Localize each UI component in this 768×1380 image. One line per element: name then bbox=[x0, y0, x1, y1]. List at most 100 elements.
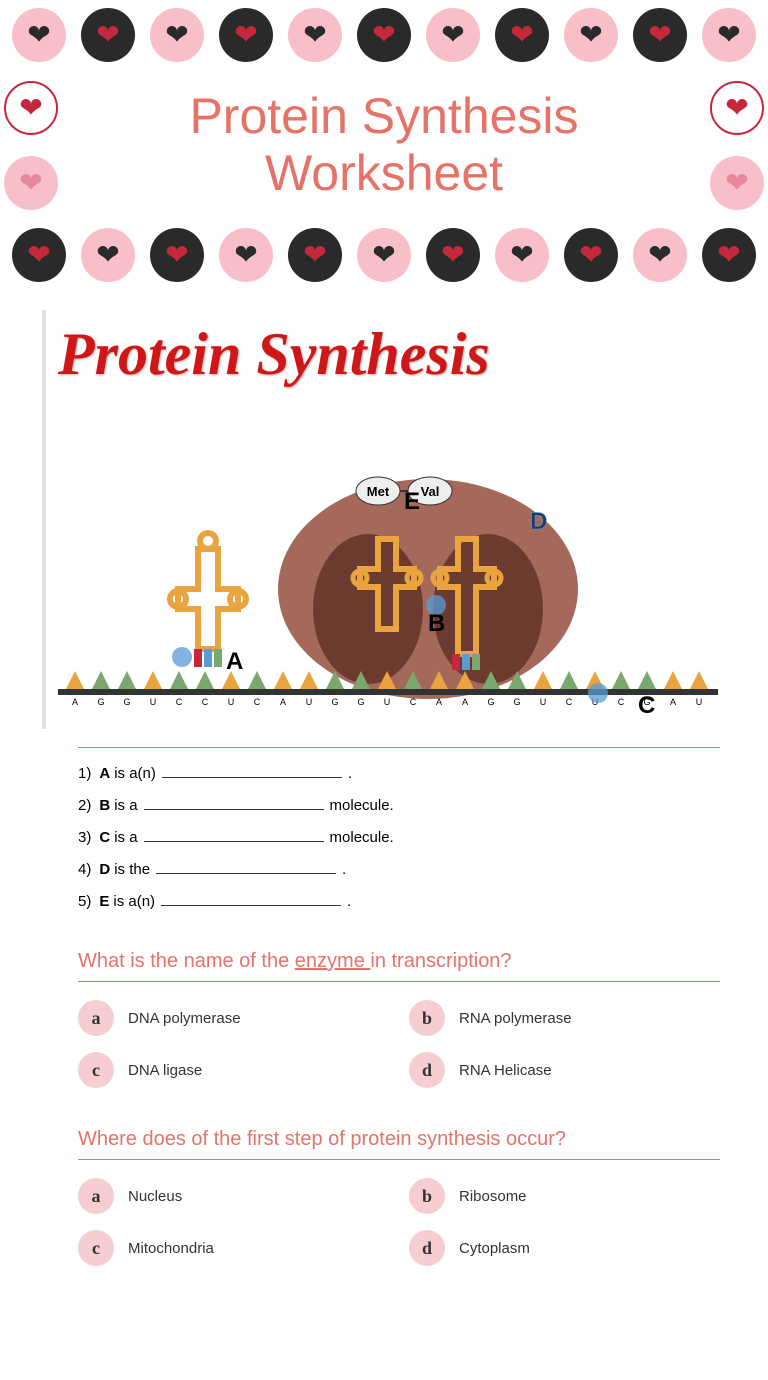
heart-cell: ❤ bbox=[422, 224, 484, 286]
mc-section-2: Where does of the first step of protein … bbox=[78, 1128, 720, 1266]
fillin-post: molecule. bbox=[330, 829, 394, 846]
heart-cell: ❤ bbox=[353, 224, 415, 286]
fillin-line: 2) B is amolecule. bbox=[78, 796, 720, 814]
heart-cell: ❤ bbox=[706, 152, 768, 214]
trna-free bbox=[170, 533, 246, 667]
heart-cell: ❤ bbox=[146, 4, 208, 66]
ribosome-lobe-right bbox=[433, 534, 543, 684]
option-text: Ribosome bbox=[459, 1188, 527, 1205]
fillin-post: molecule. bbox=[330, 797, 394, 814]
svg-text:C: C bbox=[176, 697, 183, 707]
mc2-option-c[interactable]: c Mitochondria bbox=[78, 1230, 389, 1266]
fillin-post: . bbox=[342, 861, 346, 878]
heart-cell: ❤ bbox=[0, 77, 62, 139]
mc2-option-a[interactable]: a Nucleus bbox=[78, 1178, 389, 1214]
fillin-num: 4) bbox=[78, 861, 91, 878]
mc1-option-d[interactable]: dRNA Helicase bbox=[409, 1052, 720, 1088]
option-text: DNA polymerase bbox=[128, 1010, 241, 1027]
fillin-blank[interactable] bbox=[156, 860, 336, 874]
option-letter: b bbox=[409, 1000, 445, 1036]
heart-cell: ❤ bbox=[146, 224, 208, 286]
fillin-bold: D bbox=[99, 861, 110, 878]
ribosome-lobe-left bbox=[313, 534, 423, 684]
fillin-pre: is the bbox=[114, 861, 150, 878]
svg-text:G: G bbox=[331, 697, 338, 707]
protein-synthesis-diagram: AGGUCCUCAUGGUCAAGGUCUCGAU Met bbox=[50, 409, 726, 729]
diagram-label-a: A bbox=[226, 648, 243, 675]
option-text: RNA Helicase bbox=[459, 1062, 552, 1079]
fillin-section: 1) A is a(n). 2) B is amolecule. 3) C is a… bbox=[78, 747, 720, 910]
marker-a bbox=[172, 647, 192, 667]
heart-cell: ❤ bbox=[284, 224, 346, 286]
mc2-option-b[interactable]: bRibosome bbox=[409, 1178, 720, 1214]
mc1-question: What is the name of the enzyme in transc… bbox=[78, 950, 720, 982]
fillin-blank[interactable] bbox=[162, 764, 342, 778]
option-text: Nucleus bbox=[128, 1188, 182, 1205]
diagram-title: Protein Synthesis bbox=[50, 310, 726, 409]
fillin-blank[interactable] bbox=[161, 892, 341, 906]
option-letter: a bbox=[78, 1178, 114, 1214]
heart-cell: ❤ bbox=[77, 4, 139, 66]
svg-text:U: U bbox=[384, 697, 391, 707]
heart-cell: ❤ bbox=[698, 224, 760, 286]
fillin-bold: C bbox=[99, 829, 110, 846]
svg-text:C: C bbox=[254, 697, 261, 707]
fillin-bold: A bbox=[99, 765, 110, 782]
mc1-option-b[interactable]: b RNA polymerase bbox=[409, 1000, 720, 1036]
fillin-post: . bbox=[347, 893, 351, 910]
heart-cell: ❤ bbox=[706, 77, 768, 139]
svg-text:G: G bbox=[97, 697, 104, 707]
option-text: RNA polymerase bbox=[459, 1010, 572, 1027]
fillin-blank[interactable] bbox=[144, 828, 324, 842]
option-text: DNA ligase bbox=[128, 1062, 202, 1079]
mrna-backbone bbox=[58, 689, 718, 695]
option-letter: c bbox=[78, 1052, 114, 1088]
mc2-option-d[interactable]: dCytoplasm bbox=[409, 1230, 720, 1266]
mc1-option-c[interactable]: c DNA ligase bbox=[78, 1052, 389, 1088]
option-letter: a bbox=[78, 1000, 114, 1036]
amino-met-label: Met bbox=[367, 484, 390, 499]
heart-cell: ❤ bbox=[560, 4, 622, 66]
heart-cell: ❤ bbox=[215, 4, 277, 66]
svg-text:A: A bbox=[670, 697, 676, 707]
svg-text:U: U bbox=[228, 697, 235, 707]
mc1-option-a[interactable]: a DNA polymerase bbox=[78, 1000, 389, 1036]
option-text: Mitochondria bbox=[128, 1240, 214, 1257]
fillin-line: 4) D is the. bbox=[78, 860, 720, 878]
fillin-blank[interactable] bbox=[144, 796, 324, 810]
diagram-label-e: E bbox=[404, 488, 420, 515]
svg-text:U: U bbox=[150, 697, 157, 707]
diagram-label-b: B bbox=[428, 610, 445, 637]
heart-row-top: ❤❤❤❤❤❤❤❤❤❤❤ bbox=[0, 0, 768, 70]
mc1-q-post: in transcription? bbox=[370, 950, 511, 972]
svg-text:U: U bbox=[540, 697, 547, 707]
svg-text:G: G bbox=[357, 697, 364, 707]
svg-text:U: U bbox=[696, 697, 703, 707]
diagram-section: Protein Synthesis AGGUCCUCAUGGUCAAGGUCUC… bbox=[42, 310, 726, 729]
heart-cell: ❤ bbox=[8, 4, 70, 66]
fillin-num: 3) bbox=[78, 829, 91, 846]
option-letter: d bbox=[409, 1230, 445, 1266]
svg-text:C: C bbox=[566, 697, 573, 707]
mc1-q-pre: What is the name of the bbox=[78, 950, 295, 972]
heart-cell: ❤ bbox=[284, 4, 346, 66]
heart-cell: ❤ bbox=[491, 4, 553, 66]
fillin-pre: is a bbox=[114, 829, 137, 846]
option-letter: c bbox=[78, 1230, 114, 1266]
fillin-bold: B bbox=[99, 797, 110, 814]
fillin-line: 1) A is a(n). bbox=[78, 764, 720, 782]
heart-cell: ❤ bbox=[8, 224, 70, 286]
fillin-line: 5) E is a(n). bbox=[78, 892, 720, 910]
svg-text:A: A bbox=[436, 697, 442, 707]
svg-text:U: U bbox=[306, 697, 313, 707]
heart-row-bottom: ❤❤❤❤❤❤❤❤❤❤❤ bbox=[0, 220, 768, 290]
heart-cell: ❤ bbox=[77, 224, 139, 286]
svg-text:A: A bbox=[462, 697, 468, 707]
svg-text:C: C bbox=[202, 697, 209, 707]
page-title: Protein SynthesisWorksheet bbox=[189, 88, 578, 203]
svg-text:C: C bbox=[618, 697, 625, 707]
marker-c bbox=[588, 683, 608, 703]
svg-text:G: G bbox=[513, 697, 520, 707]
mc1-q-underline: enzyme bbox=[295, 950, 371, 972]
heart-cell: ❤ bbox=[422, 4, 484, 66]
